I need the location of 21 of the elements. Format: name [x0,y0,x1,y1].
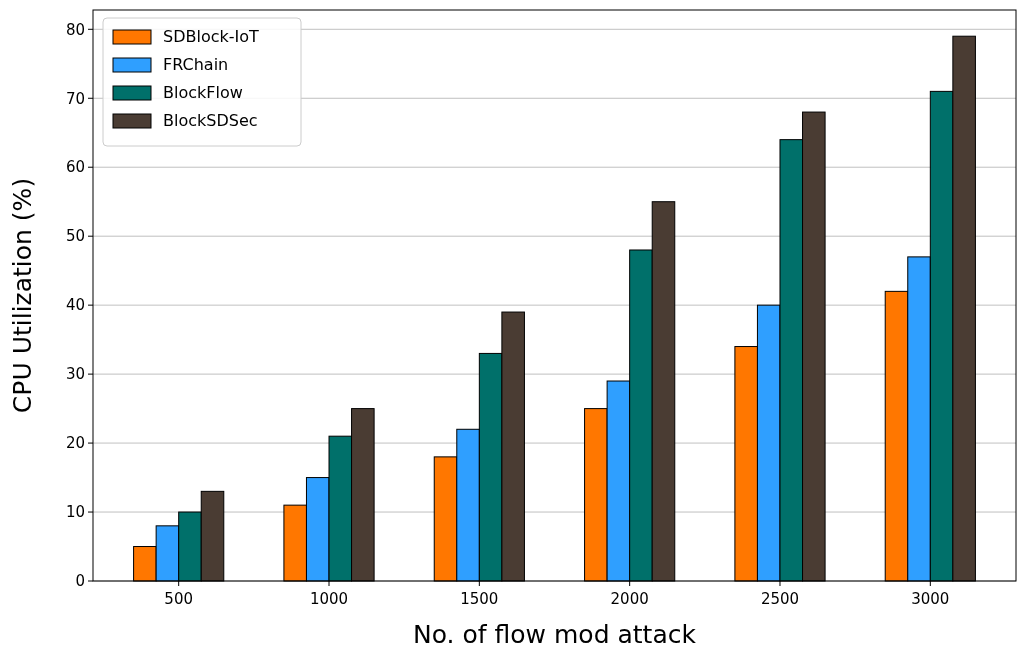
x-tick-label: 1000 [309,590,349,608]
x-tick-label: 2500 [760,590,800,608]
x-axis-title: No. of flow mod attack [413,620,697,649]
y-tick-label: 30 [65,365,85,384]
x-tick-label: 3000 [911,590,950,608]
legend-label: BlockSDSec [163,111,258,130]
y-tick-label: 80 [65,20,85,39]
y-axis-title: CPU Utilization (%) [8,177,37,414]
legend-label: SDBlock-IoT [163,27,260,46]
legend-label: FRChain [163,55,229,74]
y-tick-label: 20 [65,434,85,453]
x-tick-label: 500 [164,590,194,608]
x-tick-label: 2000 [610,590,649,608]
legend-label: BlockFlow [163,83,243,102]
x-tick-label: 1500 [460,590,499,608]
y-tick-label: 50 [65,227,85,246]
y-tick-label: 10 [65,503,85,522]
y-tick-label: 40 [65,296,85,315]
y-tick-label: 70 [65,89,85,108]
y-tick-label: 0 [75,572,85,591]
y-tick-label: 60 [65,158,85,177]
